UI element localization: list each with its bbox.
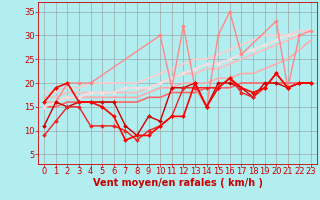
X-axis label: Vent moyen/en rafales ( km/h ): Vent moyen/en rafales ( km/h ) [92, 178, 263, 188]
